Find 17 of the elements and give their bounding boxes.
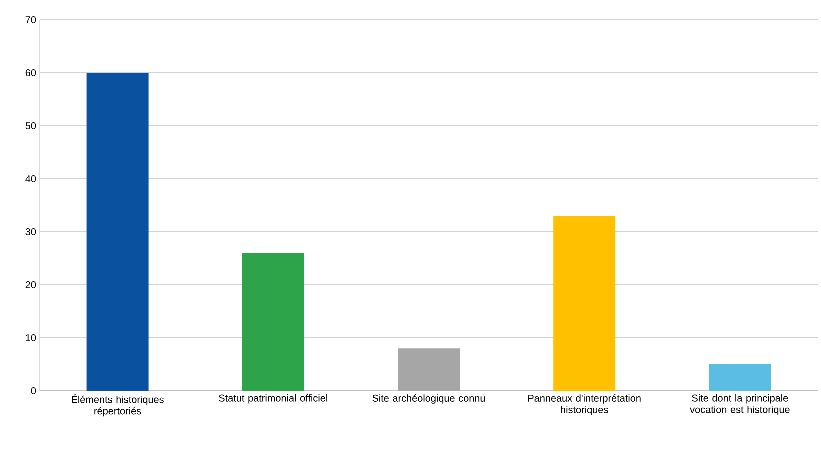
x-tick-label: Statut patrimonial officiel xyxy=(219,394,328,404)
y-tick-label: 0 xyxy=(31,387,36,395)
bar xyxy=(86,73,149,391)
bar xyxy=(242,253,304,391)
y-tick-label: 60 xyxy=(26,69,36,77)
y-tick-label: 10 xyxy=(26,334,36,342)
y-tick-label: 40 xyxy=(26,175,36,183)
y-tick-label: 70 xyxy=(26,16,36,24)
x-tick-label: Panneaux d'interprétation historiques xyxy=(528,394,641,416)
x-tick-label: Site archéologique connu xyxy=(372,394,486,404)
y-tick-label: 20 xyxy=(26,281,36,289)
x-tick-label: Site dont la principale vocation est historique xyxy=(690,394,790,416)
y-tick-label: 50 xyxy=(26,122,36,130)
y-tick-label: 30 xyxy=(26,228,36,236)
x-tick-label: Éléments historiques répertoriés xyxy=(72,394,164,417)
bar xyxy=(554,216,616,391)
bar xyxy=(709,364,772,391)
